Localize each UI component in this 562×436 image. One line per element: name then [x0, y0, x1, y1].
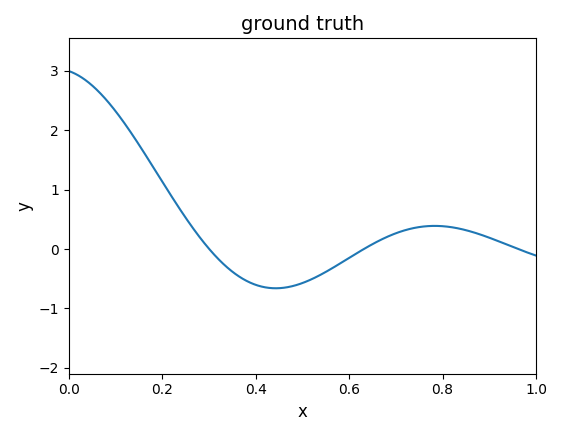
Y-axis label: y: y — [15, 201, 33, 211]
X-axis label: x: x — [297, 403, 307, 421]
Title: ground truth: ground truth — [241, 15, 364, 34]
